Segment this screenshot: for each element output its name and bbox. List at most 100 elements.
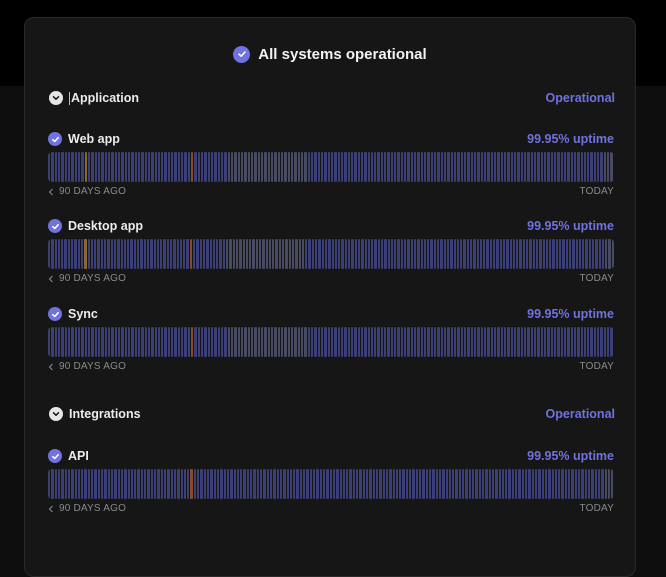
uptime-day-bar[interactable] — [197, 327, 201, 357]
uptime-day-bar[interactable] — [503, 152, 507, 182]
uptime-day-bar[interactable] — [448, 469, 452, 499]
uptime-day-bar[interactable] — [289, 469, 293, 499]
uptime-day-bar[interactable] — [568, 239, 572, 269]
uptime-day-bar[interactable] — [221, 327, 224, 357]
uptime-day-bar[interactable] — [314, 327, 317, 357]
uptime-day-bar[interactable] — [392, 469, 395, 499]
uptime-day-bar[interactable] — [377, 239, 380, 269]
uptime-day-bar[interactable] — [404, 239, 407, 269]
uptime-day-bar[interactable] — [249, 239, 252, 269]
uptime-day-bar[interactable] — [573, 152, 577, 182]
uptime-day-bar[interactable] — [407, 327, 410, 357]
uptime-day-bar[interactable] — [272, 239, 275, 269]
uptime-day-bar[interactable] — [194, 327, 197, 357]
uptime-day-bar[interactable] — [214, 327, 217, 357]
uptime-day-bar[interactable] — [234, 152, 237, 182]
uptime-day-bar[interactable] — [74, 239, 77, 269]
uptime-day-bar[interactable] — [201, 327, 204, 357]
uptime-day-bar[interactable] — [239, 239, 242, 269]
uptime-day-bar[interactable] — [370, 327, 374, 357]
uptime-day-bar[interactable] — [48, 239, 51, 269]
uptime-day-bar[interactable] — [357, 152, 360, 182]
uptime-day-bar[interactable] — [364, 327, 367, 357]
uptime-day-bar[interactable] — [130, 469, 134, 499]
uptime-day-bar[interactable] — [308, 239, 311, 269]
uptime-day-bar[interactable] — [457, 152, 460, 182]
uptime-day-bar[interactable] — [513, 327, 517, 357]
uptime-day-bar[interactable] — [154, 469, 157, 499]
uptime-day-bar[interactable] — [268, 239, 272, 269]
uptime-day-bar[interactable] — [100, 239, 104, 269]
uptime-day-bar[interactable] — [422, 469, 425, 499]
uptime-day-bar[interactable] — [516, 239, 519, 269]
uptime-day-bar[interactable] — [400, 327, 404, 357]
uptime-day-bar[interactable] — [427, 239, 430, 269]
uptime-day-bar[interactable] — [251, 152, 254, 182]
uptime-day-bar[interactable] — [274, 152, 277, 182]
uptime-day-bar[interactable] — [384, 239, 387, 269]
uptime-day-bar[interactable] — [444, 152, 447, 182]
uptime-day-bar[interactable] — [236, 469, 240, 499]
uptime-day-bar[interactable] — [260, 469, 263, 499]
uptime-day-bar[interactable] — [597, 327, 600, 357]
uptime-day-bar[interactable] — [580, 327, 583, 357]
uptime-day-bar[interactable] — [179, 239, 183, 269]
uptime-day-bar[interactable] — [288, 239, 291, 269]
uptime-day-bar[interactable] — [223, 469, 226, 499]
uptime-day-bar[interactable] — [61, 152, 64, 182]
uptime-day-bar[interactable] — [491, 469, 495, 499]
uptime-day-bar[interactable] — [273, 469, 276, 499]
uptime-day-bar[interactable] — [91, 327, 94, 357]
uptime-day-bar[interactable] — [574, 469, 577, 499]
uptime-day-bar[interactable] — [560, 152, 563, 182]
uptime-day-bar[interactable] — [201, 152, 204, 182]
uptime-day-bar[interactable] — [197, 152, 201, 182]
uptime-day-bar[interactable] — [377, 152, 380, 182]
uptime-day-bar[interactable] — [107, 152, 111, 182]
uptime-day-bar[interactable] — [359, 469, 362, 499]
uptime-day-bar[interactable] — [493, 152, 497, 182]
uptime-day-bar[interactable] — [270, 327, 274, 357]
uptime-day-bar[interactable] — [291, 239, 295, 269]
uptime-day-bar[interactable] — [520, 152, 523, 182]
uptime-day-bar[interactable] — [200, 469, 203, 499]
uptime-day-bar[interactable] — [80, 239, 84, 269]
uptime-day-bar[interactable] — [157, 327, 161, 357]
uptime-day-bar[interactable] — [464, 327, 467, 357]
uptime-day-bar[interactable] — [298, 239, 301, 269]
uptime-day-bar[interactable] — [344, 152, 347, 182]
uptime-day-bar[interactable] — [414, 152, 417, 182]
uptime-day-bar[interactable] — [120, 239, 123, 269]
uptime-day-bar[interactable] — [387, 327, 390, 357]
uptime-day-bar[interactable] — [563, 327, 567, 357]
uptime-day-bar[interactable] — [460, 152, 464, 182]
uptime-day-bar[interactable] — [71, 469, 74, 499]
uptime-day-bar[interactable] — [498, 469, 501, 499]
uptime-day-bar[interactable] — [259, 239, 262, 269]
uptime-day-bar[interactable] — [600, 152, 603, 182]
uptime-day-bar[interactable] — [204, 152, 207, 182]
uptime-day-bar[interactable] — [206, 239, 209, 269]
uptime-day-bar[interactable] — [420, 152, 424, 182]
uptime-day-bar[interactable] — [186, 239, 189, 269]
uptime-day-bar[interactable] — [224, 327, 227, 357]
uptime-day-bar[interactable] — [444, 327, 447, 357]
uptime-day-bar[interactable] — [541, 469, 544, 499]
uptime-day-bar[interactable] — [447, 152, 450, 182]
uptime-day-bar[interactable] — [526, 239, 529, 269]
uptime-day-bar[interactable] — [84, 239, 87, 269]
uptime-day-bar[interactable] — [171, 152, 174, 182]
uptime-day-bar[interactable] — [539, 239, 542, 269]
uptime-day-bar[interactable] — [84, 152, 87, 182]
uptime-day-bar[interactable] — [601, 239, 605, 269]
uptime-day-bar[interactable] — [440, 239, 443, 269]
uptime-day-bar[interactable] — [590, 152, 593, 182]
uptime-day-bar[interactable] — [577, 152, 580, 182]
uptime-day-bar[interactable] — [509, 239, 512, 269]
uptime-day-bar[interactable] — [607, 327, 610, 357]
uptime-day-bar[interactable] — [412, 469, 415, 499]
uptime-day-bar[interactable] — [114, 469, 117, 499]
uptime-day-bar[interactable] — [394, 239, 397, 269]
uptime-day-bar[interactable] — [237, 327, 241, 357]
uptime-day-bar[interactable] — [64, 469, 67, 499]
